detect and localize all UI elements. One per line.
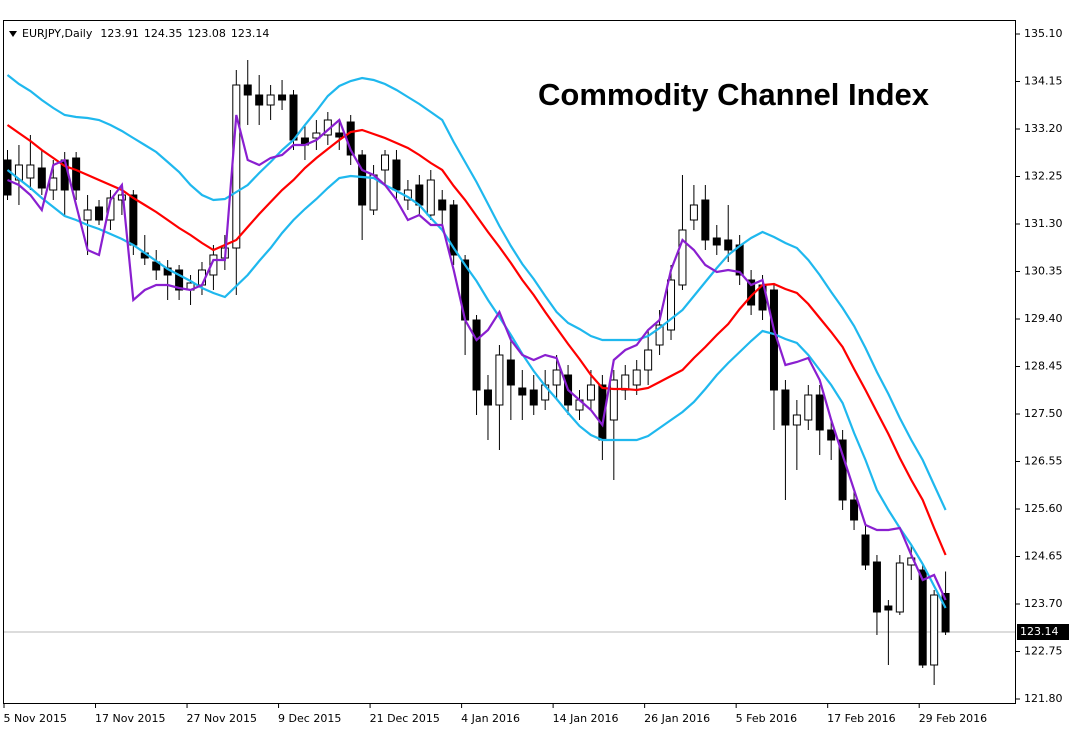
x-tick-label: 27 Nov 2015 — [187, 712, 257, 725]
indicator-line — [7, 114, 947, 601]
candle-body — [266, 94, 275, 106]
candle-body — [495, 354, 504, 406]
candle-body — [49, 177, 58, 191]
candle-body — [37, 167, 46, 189]
indicator-line — [6, 74, 947, 511]
y-tick-label: 130.35 — [1024, 265, 1063, 278]
candle-body — [483, 389, 492, 406]
candle-body — [724, 239, 733, 251]
candle-body — [781, 389, 790, 426]
candle-body — [529, 389, 538, 406]
annotation: Commodity Channel Index — [538, 77, 930, 112]
candle-body — [335, 132, 344, 138]
candle-body — [838, 439, 847, 501]
candle-body — [678, 229, 687, 286]
candle-body — [232, 84, 241, 249]
x-tick-label: 9 Dec 2015 — [278, 712, 341, 725]
y-tick-label: 126.55 — [1024, 455, 1063, 468]
candle-body — [827, 429, 836, 441]
x-tick-label: 5 Feb 2016 — [736, 712, 797, 725]
header-high: 124.35 — [144, 27, 183, 40]
symbol: EURJPY,Daily — [22, 27, 93, 40]
header: EURJPY,Daily 123.91 124.35 123.08 123.14 — [22, 27, 269, 40]
candle-body — [255, 94, 264, 106]
y-tick-label: 135.10 — [1024, 27, 1063, 40]
header-close: 123.14 — [231, 27, 270, 40]
candle-body — [701, 199, 710, 241]
candle-body — [667, 279, 676, 331]
candle-body — [26, 164, 35, 179]
y-tick-label: 124.65 — [1024, 550, 1063, 563]
candle-body — [586, 384, 595, 401]
candle-body — [72, 157, 81, 191]
x-tick-label: 21 Dec 2015 — [370, 712, 440, 725]
y-tick-label: 127.50 — [1024, 407, 1063, 420]
y-tick-label: 131.30 — [1024, 217, 1063, 230]
candle-body — [506, 359, 515, 386]
candle-body — [438, 199, 447, 211]
y-tick-label: 132.25 — [1024, 170, 1063, 183]
candle-body — [609, 379, 618, 421]
y-tick-label: 129.40 — [1024, 312, 1063, 325]
candle-body — [129, 194, 138, 246]
candle-body — [358, 154, 367, 206]
candle-body — [472, 319, 481, 391]
y-tick-label: 128.45 — [1024, 360, 1063, 373]
candle-body — [426, 179, 435, 216]
candle-body — [243, 84, 252, 96]
candle-body — [941, 593, 950, 633]
candle-body — [884, 605, 893, 611]
x-tick-label: 29 Feb 2016 — [919, 712, 987, 725]
x-tick-label: 4 Jan 2016 — [461, 712, 520, 725]
price-box — [1017, 624, 1069, 640]
y-tick-label: 133.20 — [1024, 122, 1063, 135]
candle-body — [815, 394, 824, 431]
y-tick-label: 122.75 — [1024, 645, 1063, 658]
y-tick-label: 121.80 — [1024, 692, 1063, 705]
candle-body — [895, 562, 904, 613]
candle-body — [83, 209, 92, 221]
menu-arrow — [9, 31, 17, 37]
candle-body — [106, 197, 115, 221]
candle-body — [632, 369, 641, 386]
candle-body — [850, 499, 859, 521]
x-tick-label: 14 Jan 2016 — [553, 712, 619, 725]
candle-body — [518, 387, 527, 396]
x-tick-label: 5 Nov 2015 — [4, 712, 67, 725]
candle-body — [712, 237, 721, 246]
candle-body — [552, 369, 561, 386]
y-tick-label: 134.15 — [1024, 75, 1063, 88]
x-tick-label: 26 Jan 2016 — [644, 712, 710, 725]
candle-body — [4, 159, 12, 196]
candle-body — [804, 394, 813, 421]
header-open: 123.91 — [100, 27, 139, 40]
candle-body — [381, 154, 390, 171]
candle-body — [392, 159, 401, 191]
candle-body — [289, 94, 298, 141]
candle-body — [449, 204, 458, 256]
price-box-label: 123.14 — [1020, 625, 1059, 638]
candle-body — [792, 414, 801, 426]
candle-body — [621, 374, 630, 391]
candle-body — [918, 569, 927, 666]
x-tick-label: 17 Feb 2016 — [827, 712, 895, 725]
candle-body — [644, 349, 653, 371]
candle-body — [278, 94, 287, 101]
candle-body — [175, 269, 184, 291]
y-tick-label: 123.70 — [1024, 597, 1063, 610]
indicator-line — [6, 124, 947, 556]
indicator-line — [6, 169, 947, 609]
x-tick-label: 17 Nov 2015 — [95, 712, 165, 725]
candle-body — [689, 204, 698, 221]
candle-body — [930, 594, 939, 666]
plot — [4, 60, 1015, 685]
candle-body — [655, 324, 664, 346]
y-tick-label: 125.60 — [1024, 502, 1063, 515]
header-low: 123.08 — [187, 27, 226, 40]
candle-body — [861, 534, 870, 566]
candle-body — [95, 206, 104, 221]
candle-body — [872, 561, 881, 613]
